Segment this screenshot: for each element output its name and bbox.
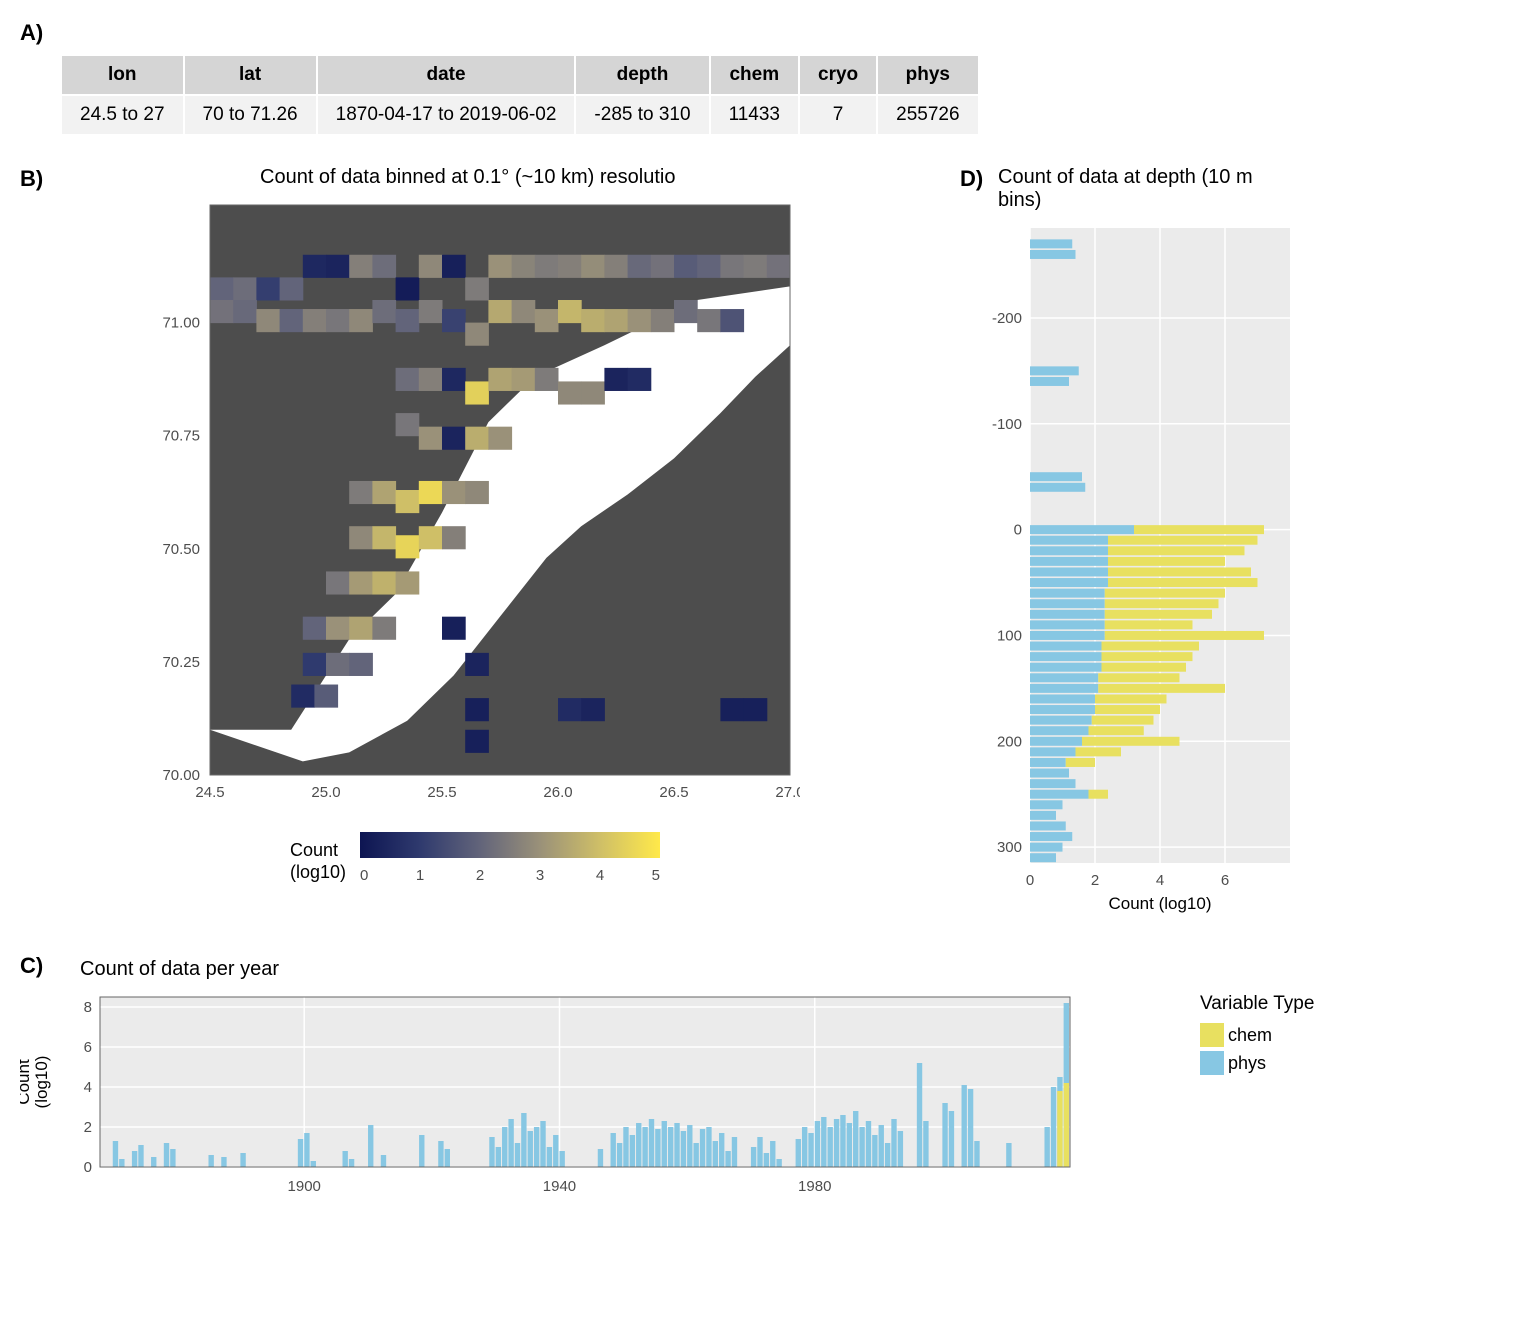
svg-text:-100: -100 <box>992 416 1022 433</box>
svg-text:25.5: 25.5 <box>427 784 456 801</box>
svg-text:Count(log10): Count(log10) <box>20 1056 51 1109</box>
svg-text:70.50: 70.50 <box>162 541 200 558</box>
table-cell: 7 <box>799 95 877 135</box>
year-chart: 1900 1940 1980 0 2 4 6 8 Count(log10) <box>20 987 1080 1207</box>
svg-text:26.0: 26.0 <box>543 784 572 801</box>
legend-item: phys <box>1200 1051 1314 1075</box>
colorbar-title: Count (log10) <box>290 840 346 883</box>
table-cell: 1870-04-17 to 2019-06-02 <box>317 95 576 135</box>
table-header: chem <box>710 55 799 95</box>
depth-chart: 0 2 4 6 -200 -100 0 100 200 300 Count (log10) <box>960 218 1300 918</box>
svg-text:70.75: 70.75 <box>162 428 200 445</box>
panel-b-label: B) <box>20 166 80 192</box>
table-header: phys <box>877 55 978 95</box>
svg-text:26.5: 26.5 <box>659 784 688 801</box>
panel-d-label: D) <box>960 166 998 192</box>
svg-text:2: 2 <box>1091 872 1099 889</box>
svg-text:1: 1 <box>416 867 424 884</box>
table-header: cryo <box>799 55 877 95</box>
table-cell: 70 to 71.26 <box>184 95 317 135</box>
heatmap-chart: 24.5 25.0 25.5 26.0 26.5 27.0 70.00 70.25 70.50 7… <box>80 195 800 815</box>
svg-text:1940: 1940 <box>543 1178 576 1195</box>
summary-table: lonlatdatedepthchemcryophys 24.5 to 2770… <box>60 54 980 136</box>
table-cell: -285 to 310 <box>575 95 709 135</box>
panel-d-title: Count of data at depth (10 m bins) <box>998 166 1258 212</box>
svg-text:0: 0 <box>84 1159 92 1176</box>
svg-text:4: 4 <box>596 867 604 884</box>
legend-item: chem <box>1200 1023 1314 1047</box>
panel-a-label: A) <box>20 20 1516 46</box>
svg-text:71.00: 71.00 <box>162 315 200 332</box>
colorbar: 0 1 2 3 4 5 <box>360 832 660 892</box>
svg-text:0: 0 <box>1026 872 1034 889</box>
svg-text:100: 100 <box>997 627 1022 644</box>
svg-text:0: 0 <box>360 867 368 884</box>
legend: Variable Type chem phys <box>1200 993 1314 1079</box>
panel-b: B) Count of data binned at 0.1° (~10 km)… <box>20 166 800 892</box>
svg-text:6: 6 <box>84 1039 92 1056</box>
svg-text:3: 3 <box>536 867 544 884</box>
svg-text:5: 5 <box>652 867 660 884</box>
svg-text:2: 2 <box>84 1119 92 1136</box>
table-cell: 255726 <box>877 95 978 135</box>
svg-text:1900: 1900 <box>288 1178 321 1195</box>
svg-text:70.25: 70.25 <box>162 654 200 671</box>
legend-title: Variable Type <box>1200 993 1314 1015</box>
svg-text:0: 0 <box>1014 522 1022 539</box>
svg-text:200: 200 <box>997 733 1022 750</box>
table-header: lon <box>61 55 184 95</box>
svg-text:70.00: 70.00 <box>162 767 200 784</box>
svg-text:2: 2 <box>476 867 484 884</box>
panel-b-title: Count of data binned at 0.1° (~10 km) re… <box>260 166 800 189</box>
table-header: date <box>317 55 576 95</box>
panel-d: D) Count of data at depth (10 m bins) 0 2… <box>960 166 1300 923</box>
table-header: depth <box>575 55 709 95</box>
svg-text:Count (log10): Count (log10) <box>1108 894 1211 913</box>
table-header: lat <box>184 55 317 95</box>
panel-c-label: C) <box>20 953 80 979</box>
svg-text:-200: -200 <box>992 310 1022 327</box>
svg-text:4: 4 <box>84 1079 92 1096</box>
svg-text:300: 300 <box>997 839 1022 856</box>
panel-c: C) Count of data per year 1900 1940 1980 0 2… <box>20 953 1080 1212</box>
panel-c-title: Count of data per year <box>80 958 279 981</box>
svg-text:27.0: 27.0 <box>775 784 800 801</box>
svg-text:8: 8 <box>84 999 92 1016</box>
panel-a: A) lonlatdatedepthchemcryophys 24.5 to 2… <box>20 20 1516 136</box>
svg-text:4: 4 <box>1156 872 1164 889</box>
svg-text:6: 6 <box>1221 872 1229 889</box>
table-cell: 11433 <box>710 95 799 135</box>
svg-text:1980: 1980 <box>798 1178 831 1195</box>
svg-text:24.5: 24.5 <box>195 784 224 801</box>
table-cell: 24.5 to 27 <box>61 95 184 135</box>
svg-text:25.0: 25.0 <box>311 784 340 801</box>
